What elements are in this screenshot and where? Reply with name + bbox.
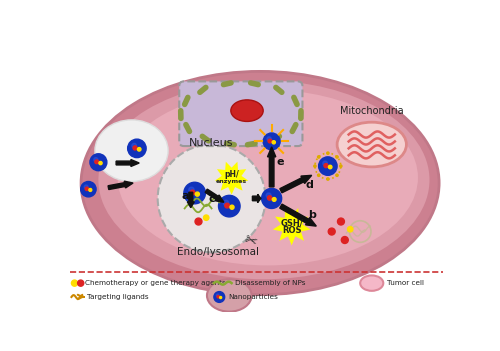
- Ellipse shape: [95, 120, 168, 181]
- Circle shape: [262, 188, 281, 208]
- Circle shape: [95, 160, 98, 164]
- Circle shape: [336, 174, 338, 177]
- FancyArrow shape: [116, 160, 139, 166]
- Circle shape: [266, 193, 271, 198]
- Circle shape: [214, 292, 224, 302]
- FancyArrow shape: [252, 194, 261, 203]
- Ellipse shape: [81, 71, 439, 295]
- Text: GSH/: GSH/: [280, 219, 303, 227]
- FancyBboxPatch shape: [179, 81, 302, 146]
- Circle shape: [268, 139, 272, 143]
- Circle shape: [204, 215, 209, 220]
- FancyArrow shape: [280, 176, 312, 193]
- Text: Nanoparticles: Nanoparticles: [228, 294, 278, 300]
- Circle shape: [328, 165, 332, 169]
- Circle shape: [133, 146, 137, 150]
- Circle shape: [220, 297, 222, 299]
- Ellipse shape: [360, 276, 384, 291]
- Circle shape: [80, 181, 96, 197]
- Text: Tumor cell: Tumor cell: [387, 280, 424, 286]
- Circle shape: [338, 218, 344, 225]
- Text: b: b: [308, 211, 316, 220]
- Text: Nucleus: Nucleus: [190, 138, 234, 148]
- Circle shape: [272, 141, 276, 144]
- Text: enzymes: enzymes: [216, 179, 247, 184]
- Text: Mitochondria: Mitochondria: [340, 106, 404, 116]
- Circle shape: [99, 161, 102, 165]
- Circle shape: [230, 205, 234, 209]
- Circle shape: [85, 187, 88, 191]
- Circle shape: [324, 164, 328, 168]
- Circle shape: [196, 192, 200, 196]
- Polygon shape: [215, 162, 248, 194]
- Circle shape: [138, 147, 141, 151]
- Text: e: e: [276, 157, 284, 167]
- Circle shape: [89, 188, 92, 191]
- Circle shape: [94, 158, 98, 162]
- Circle shape: [224, 200, 229, 206]
- Text: Targeting ligands: Targeting ligands: [87, 294, 148, 300]
- FancyArrow shape: [205, 189, 224, 202]
- Circle shape: [78, 280, 84, 286]
- Circle shape: [318, 157, 337, 176]
- Circle shape: [84, 185, 88, 189]
- Circle shape: [340, 165, 342, 167]
- Circle shape: [217, 296, 220, 298]
- Circle shape: [128, 139, 146, 158]
- Ellipse shape: [231, 100, 263, 121]
- Text: ✂: ✂: [242, 232, 258, 250]
- Circle shape: [348, 226, 353, 232]
- Ellipse shape: [98, 81, 429, 279]
- Text: ROS: ROS: [282, 226, 302, 235]
- Ellipse shape: [207, 279, 252, 312]
- Circle shape: [336, 156, 338, 158]
- Text: Endo/lysosomal: Endo/lysosomal: [177, 247, 259, 257]
- Circle shape: [263, 133, 280, 150]
- Text: pH/: pH/: [224, 170, 239, 179]
- Text: d: d: [306, 180, 314, 190]
- Circle shape: [72, 280, 78, 286]
- Text: a: a: [182, 191, 189, 201]
- Circle shape: [318, 156, 320, 158]
- Ellipse shape: [337, 122, 406, 167]
- Circle shape: [195, 218, 202, 225]
- Circle shape: [328, 228, 335, 235]
- Circle shape: [318, 174, 320, 177]
- Circle shape: [314, 165, 316, 167]
- Text: c: c: [208, 194, 215, 204]
- FancyArrow shape: [188, 192, 194, 208]
- Circle shape: [323, 161, 328, 166]
- Text: Disassembly of NPs: Disassembly of NPs: [234, 280, 305, 286]
- Circle shape: [190, 190, 195, 195]
- Circle shape: [326, 178, 329, 180]
- Circle shape: [218, 196, 240, 217]
- Polygon shape: [272, 208, 310, 245]
- Circle shape: [272, 198, 276, 201]
- Circle shape: [158, 145, 266, 252]
- Circle shape: [326, 152, 329, 154]
- Circle shape: [90, 154, 107, 171]
- Circle shape: [184, 182, 206, 204]
- Circle shape: [225, 203, 230, 208]
- FancyArrow shape: [268, 147, 276, 187]
- Text: Chemotherapy or gene therapy agents: Chemotherapy or gene therapy agents: [84, 280, 226, 286]
- FancyArrow shape: [280, 204, 316, 226]
- Circle shape: [188, 187, 194, 192]
- Circle shape: [132, 143, 136, 148]
- FancyArrow shape: [108, 181, 133, 190]
- Circle shape: [216, 294, 219, 297]
- Circle shape: [267, 137, 271, 141]
- Ellipse shape: [118, 90, 418, 265]
- Circle shape: [342, 237, 348, 244]
- Circle shape: [268, 196, 272, 200]
